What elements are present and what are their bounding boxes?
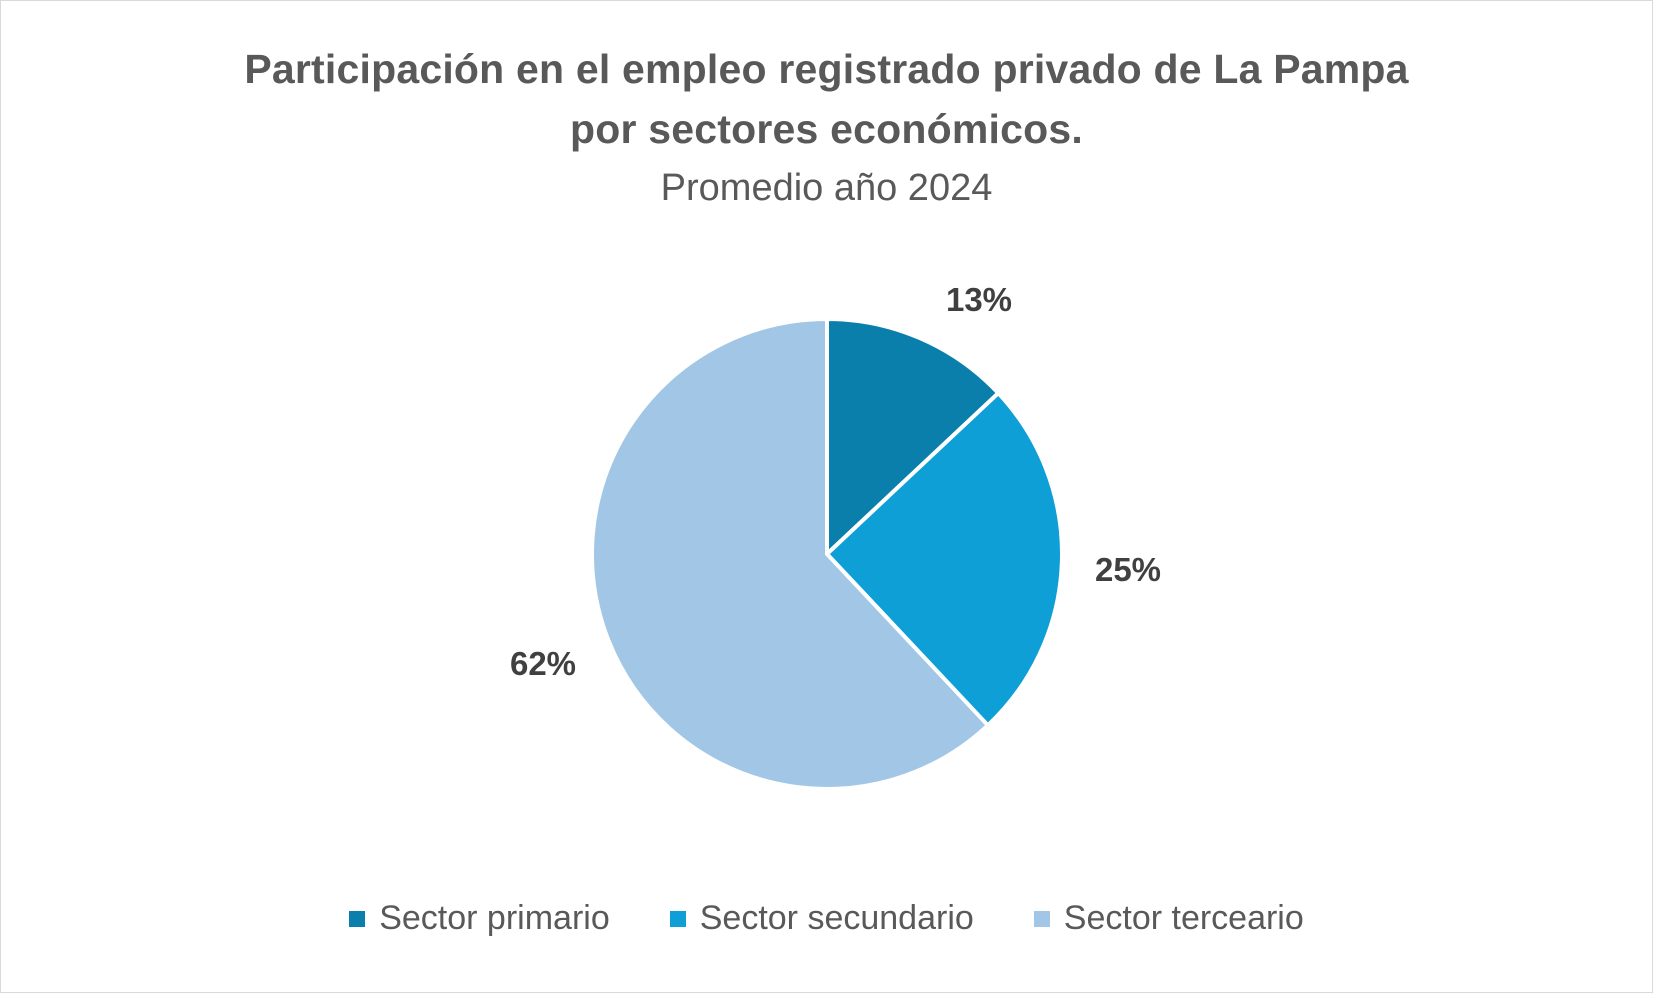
legend-label-terceario: Sector terceario (1063, 899, 1304, 937)
legend-swatch-primario (349, 910, 366, 927)
legend-swatch-secundario (669, 910, 686, 927)
legend-swatch-terceario (1033, 910, 1050, 927)
data-label-primario: 13% (946, 281, 1012, 318)
legend-item-secundario: Sector secundario (669, 899, 974, 938)
legend-label-primario: Sector primario (379, 899, 610, 937)
chart-title-line-1: Participación en el empleo registrado pr… (244, 46, 1409, 92)
data-label-terceario: 62% (510, 645, 576, 682)
legend-item-terceario: Sector terceario (1033, 899, 1304, 938)
pie-slice-terceario (590, 317, 990, 791)
pie-slice-secundario (825, 391, 1064, 728)
chart-legend: Sector primario Sector secundario Sector… (1, 899, 1652, 938)
legend-item-primario: Sector primario (349, 899, 610, 938)
legend-label-secundario: Sector secundario (699, 899, 974, 937)
chart-title-line-2: por sectores económicos. (570, 106, 1083, 152)
chart-subtitle: Promedio año 2024 (660, 167, 993, 209)
data-label-secundario: 25% (1095, 551, 1161, 588)
chart-title-block: Participación en el empleo registrado pr… (1, 39, 1652, 217)
pie-slice-primario (825, 317, 1001, 556)
